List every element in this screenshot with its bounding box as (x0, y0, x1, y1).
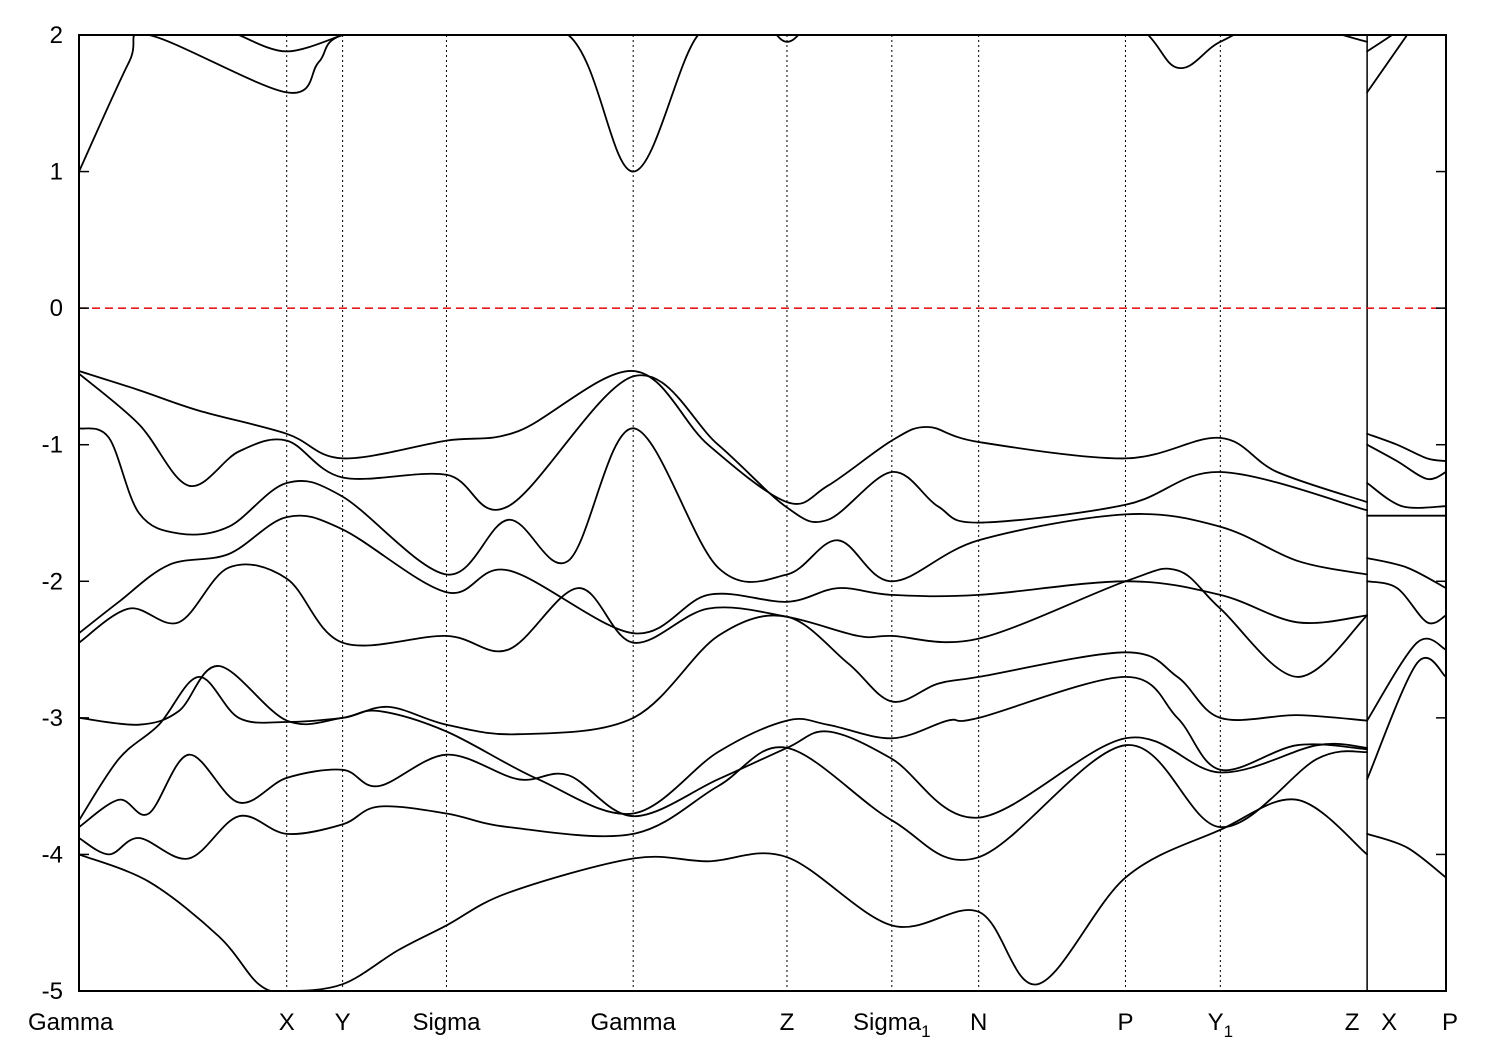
band-line-4 (1366, 35, 1393, 53)
x-tick-label: P (1117, 1009, 1133, 1036)
y-tick-label: 1 (50, 159, 63, 186)
band-line-6 (79, 372, 1368, 524)
x-tick-label: Gamma (591, 1009, 677, 1036)
band-line-9 (79, 563, 1368, 678)
high-symmetry-gridlines (286, 35, 1368, 991)
y-tick-label: -3 (42, 705, 63, 732)
band-line-1 (79, 35, 1368, 173)
x-tick-label: X (1381, 1009, 1397, 1036)
x-tick-label: N (970, 1009, 987, 1036)
y-tick-label: 0 (50, 295, 63, 322)
y-tick-label: 2 (50, 22, 63, 49)
band-line-19 (1366, 557, 1446, 589)
band-line-16 (1366, 443, 1446, 481)
band-line-5 (79, 370, 1368, 505)
x-tick-label: Z (1345, 1009, 1360, 1036)
band-line-22 (1366, 656, 1446, 781)
y-tick-label: -5 (42, 978, 63, 1005)
band-line-20 (1366, 580, 1446, 625)
band-line-17 (1366, 482, 1446, 509)
band-line-2 (237, 35, 344, 53)
plot-frame (78, 34, 1447, 992)
band-line-13 (79, 744, 1368, 861)
x-tick-label: Y1 (1208, 1009, 1233, 1041)
x-tick-label: X (279, 1009, 295, 1036)
y-tick-label: -1 (42, 432, 63, 459)
band-line-12 (79, 730, 1368, 828)
x-tick-label-subscript: 1 (1224, 1022, 1233, 1041)
band-line-21 (1366, 637, 1446, 722)
band-line-15 (1366, 432, 1446, 462)
x-tick-label: Gamma (28, 1009, 114, 1036)
band-line-14 (79, 798, 1368, 991)
x-tick-label: Sigma1 (853, 1009, 931, 1041)
band-line-3 (1366, 35, 1408, 94)
x-tick-label: Sigma (412, 1009, 481, 1036)
x-tick-label-subscript: 1 (921, 1022, 930, 1041)
band-line-7 (79, 427, 1368, 583)
y-tick-label: -2 (42, 568, 63, 595)
x-tick-label: P (1442, 1009, 1458, 1036)
y-tick-label: -4 (42, 841, 63, 868)
band-line-23 (1366, 833, 1446, 879)
plot-axes (78, 34, 1447, 992)
x-tick-labels: Gamma X Y Sigma Gamma Z Sigma1 N P Y1 Z X P (28, 1009, 1458, 1041)
band-curves (79, 35, 1446, 991)
y-tick-labels: 2 1 0 -1 -2 -3 -4 -5 (42, 22, 63, 1005)
x-tick-label: Y (335, 1009, 351, 1036)
band-line-8 (79, 514, 1368, 635)
x-tick-label: Z (780, 1009, 795, 1036)
band-line-11 (79, 675, 1368, 822)
band-line-10 (79, 614, 1368, 736)
